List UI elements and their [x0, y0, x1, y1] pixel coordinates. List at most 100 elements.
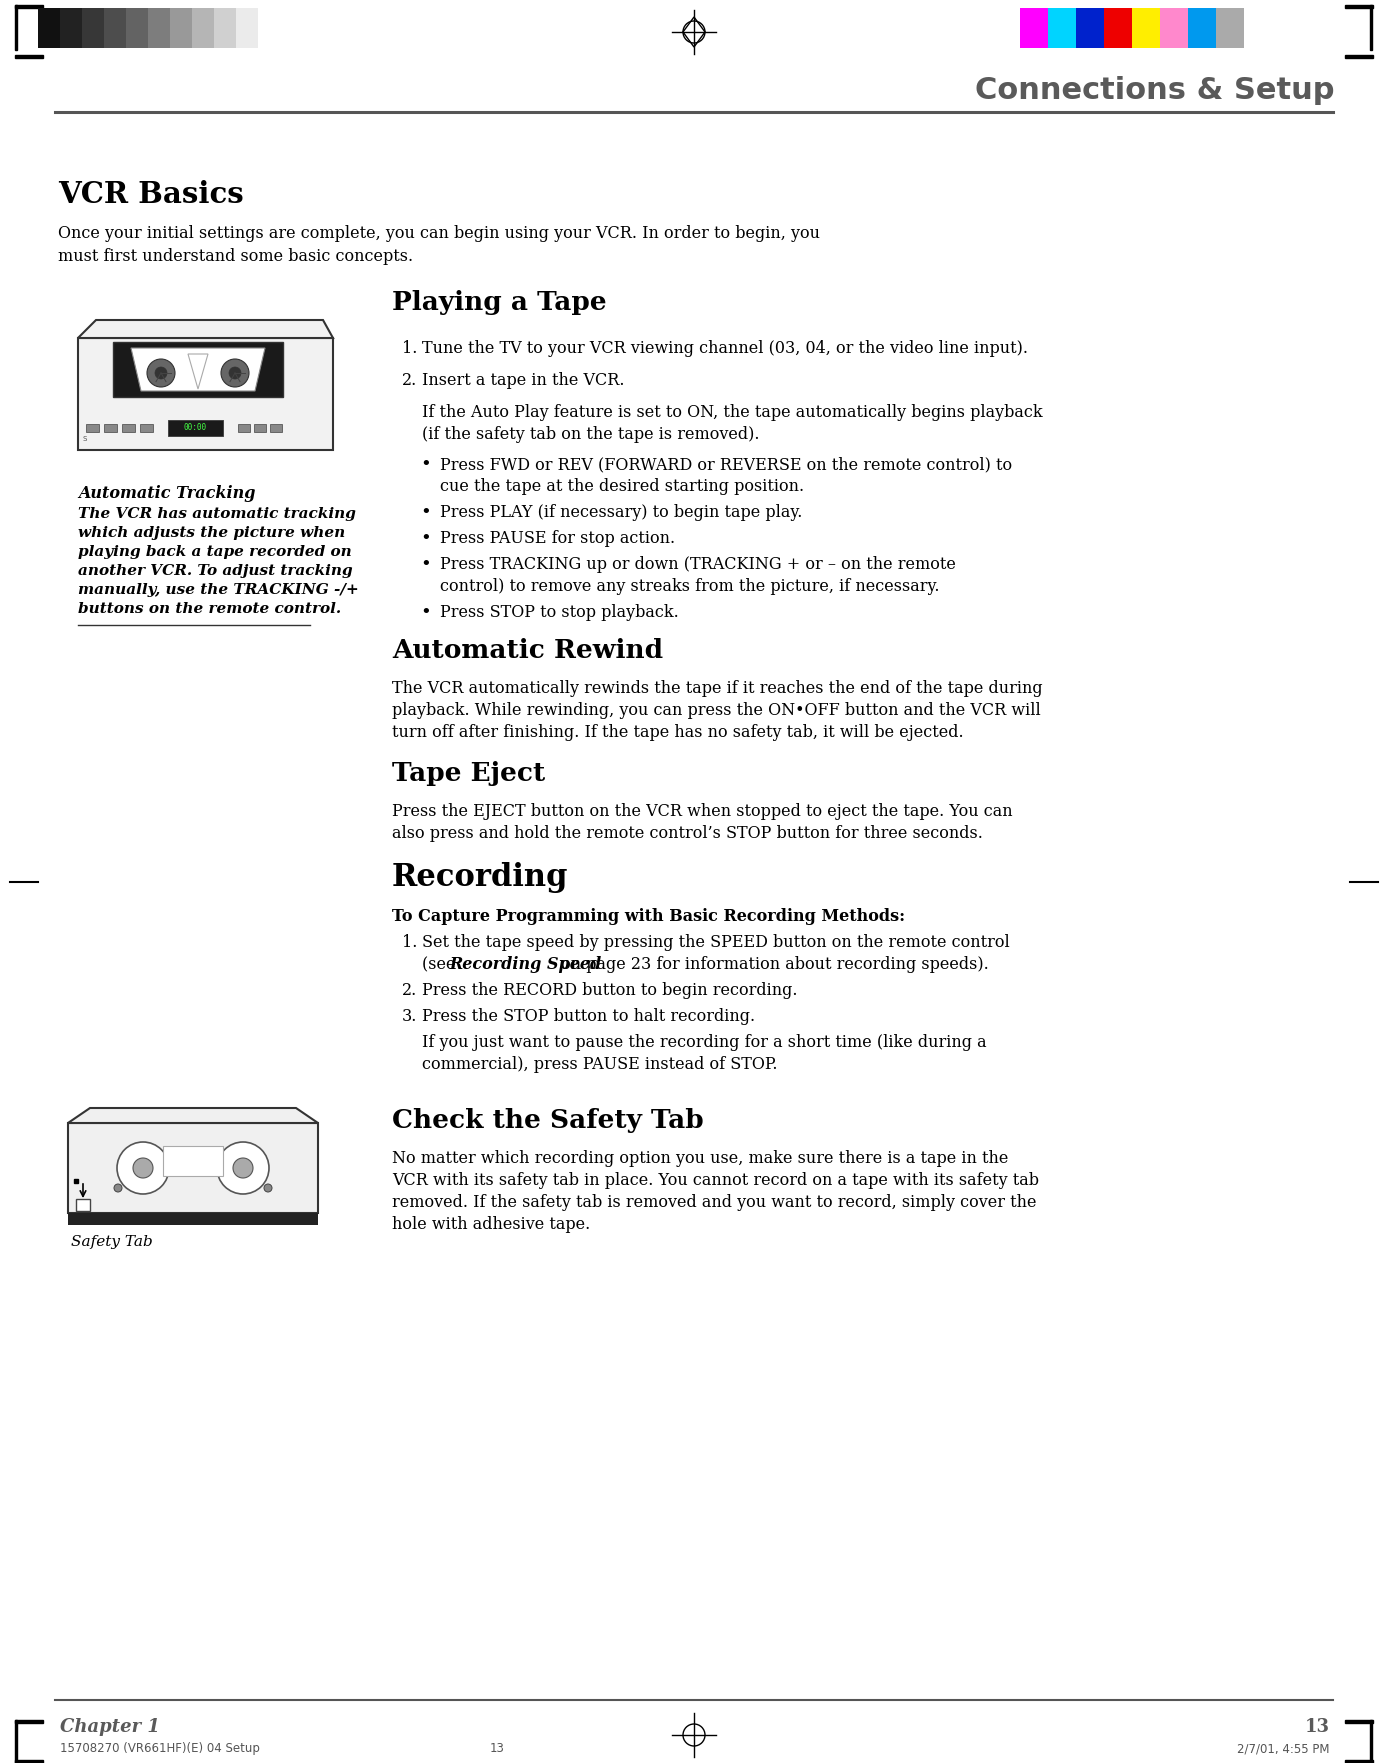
Text: Chapter 1: Chapter 1 [60, 1717, 160, 1737]
Bar [169, 9, 192, 48]
Circle shape [117, 1142, 169, 1194]
Bar [15, 5, 43, 7]
Bar [237, 423, 250, 432]
Bar [1370, 5, 1373, 49]
Circle shape [217, 1142, 269, 1194]
Bar [76, 1199, 90, 1211]
Bar [1370, 1721, 1373, 1763]
Bar [104, 423, 117, 432]
Text: Once your initial settings are complete, you can begin using your VCR. In order : Once your initial settings are complete,… [58, 226, 820, 242]
Text: cue the tape at the desired starting position.: cue the tape at the desired starting pos… [440, 478, 804, 495]
Text: 00:00: 00:00 [183, 423, 207, 432]
Text: VCR Basics: VCR Basics [58, 180, 244, 210]
Text: Recording Speed: Recording Speed [448, 956, 601, 973]
Text: (see: (see [422, 956, 461, 973]
Text: control) to remove any streaks from the picture, if necessary.: control) to remove any streaks from the … [440, 578, 940, 594]
Bar [104, 9, 126, 48]
Text: Automatic Rewind: Automatic Rewind [391, 638, 663, 663]
Text: VCR with its safety tab in place. You cannot record on a tape with its safety ta: VCR with its safety tab in place. You ca… [391, 1172, 1040, 1188]
Bar [1103, 9, 1133, 48]
Bar [37, 9, 60, 48]
Polygon shape [68, 1107, 318, 1123]
Text: Tape Eject: Tape Eject [391, 762, 545, 786]
Bar [15, 55, 43, 58]
Bar [74, 1179, 78, 1183]
Text: •: • [421, 504, 430, 522]
Bar [126, 9, 149, 48]
Bar [86, 423, 99, 432]
Circle shape [221, 360, 248, 388]
Text: commercial), press PAUSE instead of STOP.: commercial), press PAUSE instead of STOP… [422, 1056, 777, 1074]
Bar [1345, 1721, 1373, 1722]
Text: Automatic Tracking: Automatic Tracking [78, 485, 255, 502]
Text: Tune the TV to your VCR viewing channel (03, 04, or the video line input).: Tune the TV to your VCR viewing channel … [422, 340, 1029, 356]
Bar [192, 9, 214, 48]
Text: The VCR automatically rewinds the tape if it reaches the end of the tape during: The VCR automatically rewinds the tape i… [391, 681, 1042, 696]
Text: 1.: 1. [403, 340, 418, 356]
Bar [140, 423, 153, 432]
Text: No matter which recording option you use, make sure there is a tape in the: No matter which recording option you use… [391, 1149, 1008, 1167]
Bar [1345, 55, 1373, 58]
Bar [1188, 9, 1216, 48]
Bar [68, 1123, 318, 1213]
Bar [1076, 9, 1103, 48]
Bar [1345, 5, 1373, 7]
Bar [271, 423, 282, 432]
Bar [1216, 9, 1244, 48]
Bar [162, 1146, 223, 1176]
Bar [122, 423, 135, 432]
Circle shape [155, 367, 167, 379]
Text: Insert a tape in the VCR.: Insert a tape in the VCR. [422, 372, 625, 390]
Bar [15, 5, 18, 49]
Text: Press PAUSE for stop action.: Press PAUSE for stop action. [440, 531, 675, 547]
Text: 13: 13 [1305, 1717, 1330, 1737]
Circle shape [133, 1158, 153, 1178]
Bar [112, 342, 283, 397]
Bar [254, 423, 266, 432]
Polygon shape [130, 347, 265, 391]
Text: •: • [421, 457, 430, 474]
Text: S: S [83, 435, 87, 443]
Bar [78, 338, 333, 450]
Text: To Capture Programming with Basic Recording Methods:: To Capture Programming with Basic Record… [391, 908, 905, 926]
Bar [1133, 9, 1160, 48]
Text: Recording: Recording [391, 862, 569, 894]
Text: which adjusts the picture when: which adjusts the picture when [78, 525, 346, 539]
Text: 15708270 (VR661HF)(E) 04 Setup: 15708270 (VR661HF)(E) 04 Setup [60, 1742, 260, 1754]
Text: •: • [421, 555, 430, 575]
Text: 3.: 3. [403, 1008, 418, 1024]
Text: also press and hold the remote control’s STOP button for three seconds.: also press and hold the remote control’s… [391, 825, 983, 843]
Text: Press the EJECT button on the VCR when stopped to eject the tape. You can: Press the EJECT button on the VCR when s… [391, 802, 1013, 820]
Bar [15, 1759, 43, 1763]
Bar [15, 1721, 18, 1763]
Circle shape [114, 1185, 122, 1192]
Text: If you just want to pause the recording for a short time (like during a: If you just want to pause the recording … [422, 1035, 987, 1051]
Text: turn off after finishing. If the tape has no safety tab, it will be ejected.: turn off after finishing. If the tape ha… [391, 725, 963, 740]
Text: Set the tape speed by pressing the SPEED button on the remote control: Set the tape speed by pressing the SPEED… [422, 934, 1009, 950]
Text: Connections & Setup: Connections & Setup [976, 76, 1335, 106]
Bar [214, 9, 236, 48]
Text: Press FWD or REV (FORWARD or REVERSE on the remote control) to: Press FWD or REV (FORWARD or REVERSE on … [440, 457, 1012, 472]
Bar [60, 9, 82, 48]
Bar [68, 1213, 318, 1225]
Text: Press TRACKING up or down (TRACKING + or – on the remote: Press TRACKING up or down (TRACKING + or… [440, 555, 956, 573]
Text: playing back a tape recorded on: playing back a tape recorded on [78, 545, 351, 559]
Polygon shape [78, 321, 333, 338]
Text: removed. If the safety tab is removed and you want to record, simply cover the: removed. If the safety tab is removed an… [391, 1194, 1037, 1211]
Text: 13: 13 [490, 1742, 505, 1754]
Text: (if the safety tab on the tape is removed).: (if the safety tab on the tape is remove… [422, 427, 759, 443]
Text: 2.: 2. [403, 982, 418, 1000]
Text: Safety Tab: Safety Tab [71, 1236, 153, 1248]
Bar [1020, 9, 1048, 48]
Text: 1.: 1. [403, 934, 418, 950]
Text: another VCR. To adjust tracking: another VCR. To adjust tracking [78, 564, 353, 578]
Text: •: • [421, 531, 430, 548]
Bar [15, 1721, 43, 1722]
Bar [236, 9, 258, 48]
Text: If the Auto Play feature is set to ON, the tape automatically begins playback: If the Auto Play feature is set to ON, t… [422, 404, 1042, 421]
Text: buttons on the remote control.: buttons on the remote control. [78, 601, 341, 615]
Circle shape [147, 360, 175, 388]
Text: playback. While rewinding, you can press the ON•OFF button and the VCR will: playback. While rewinding, you can press… [391, 702, 1041, 719]
Text: Playing a Tape: Playing a Tape [391, 289, 607, 316]
Text: 2/7/01, 4:55 PM: 2/7/01, 4:55 PM [1238, 1742, 1330, 1754]
